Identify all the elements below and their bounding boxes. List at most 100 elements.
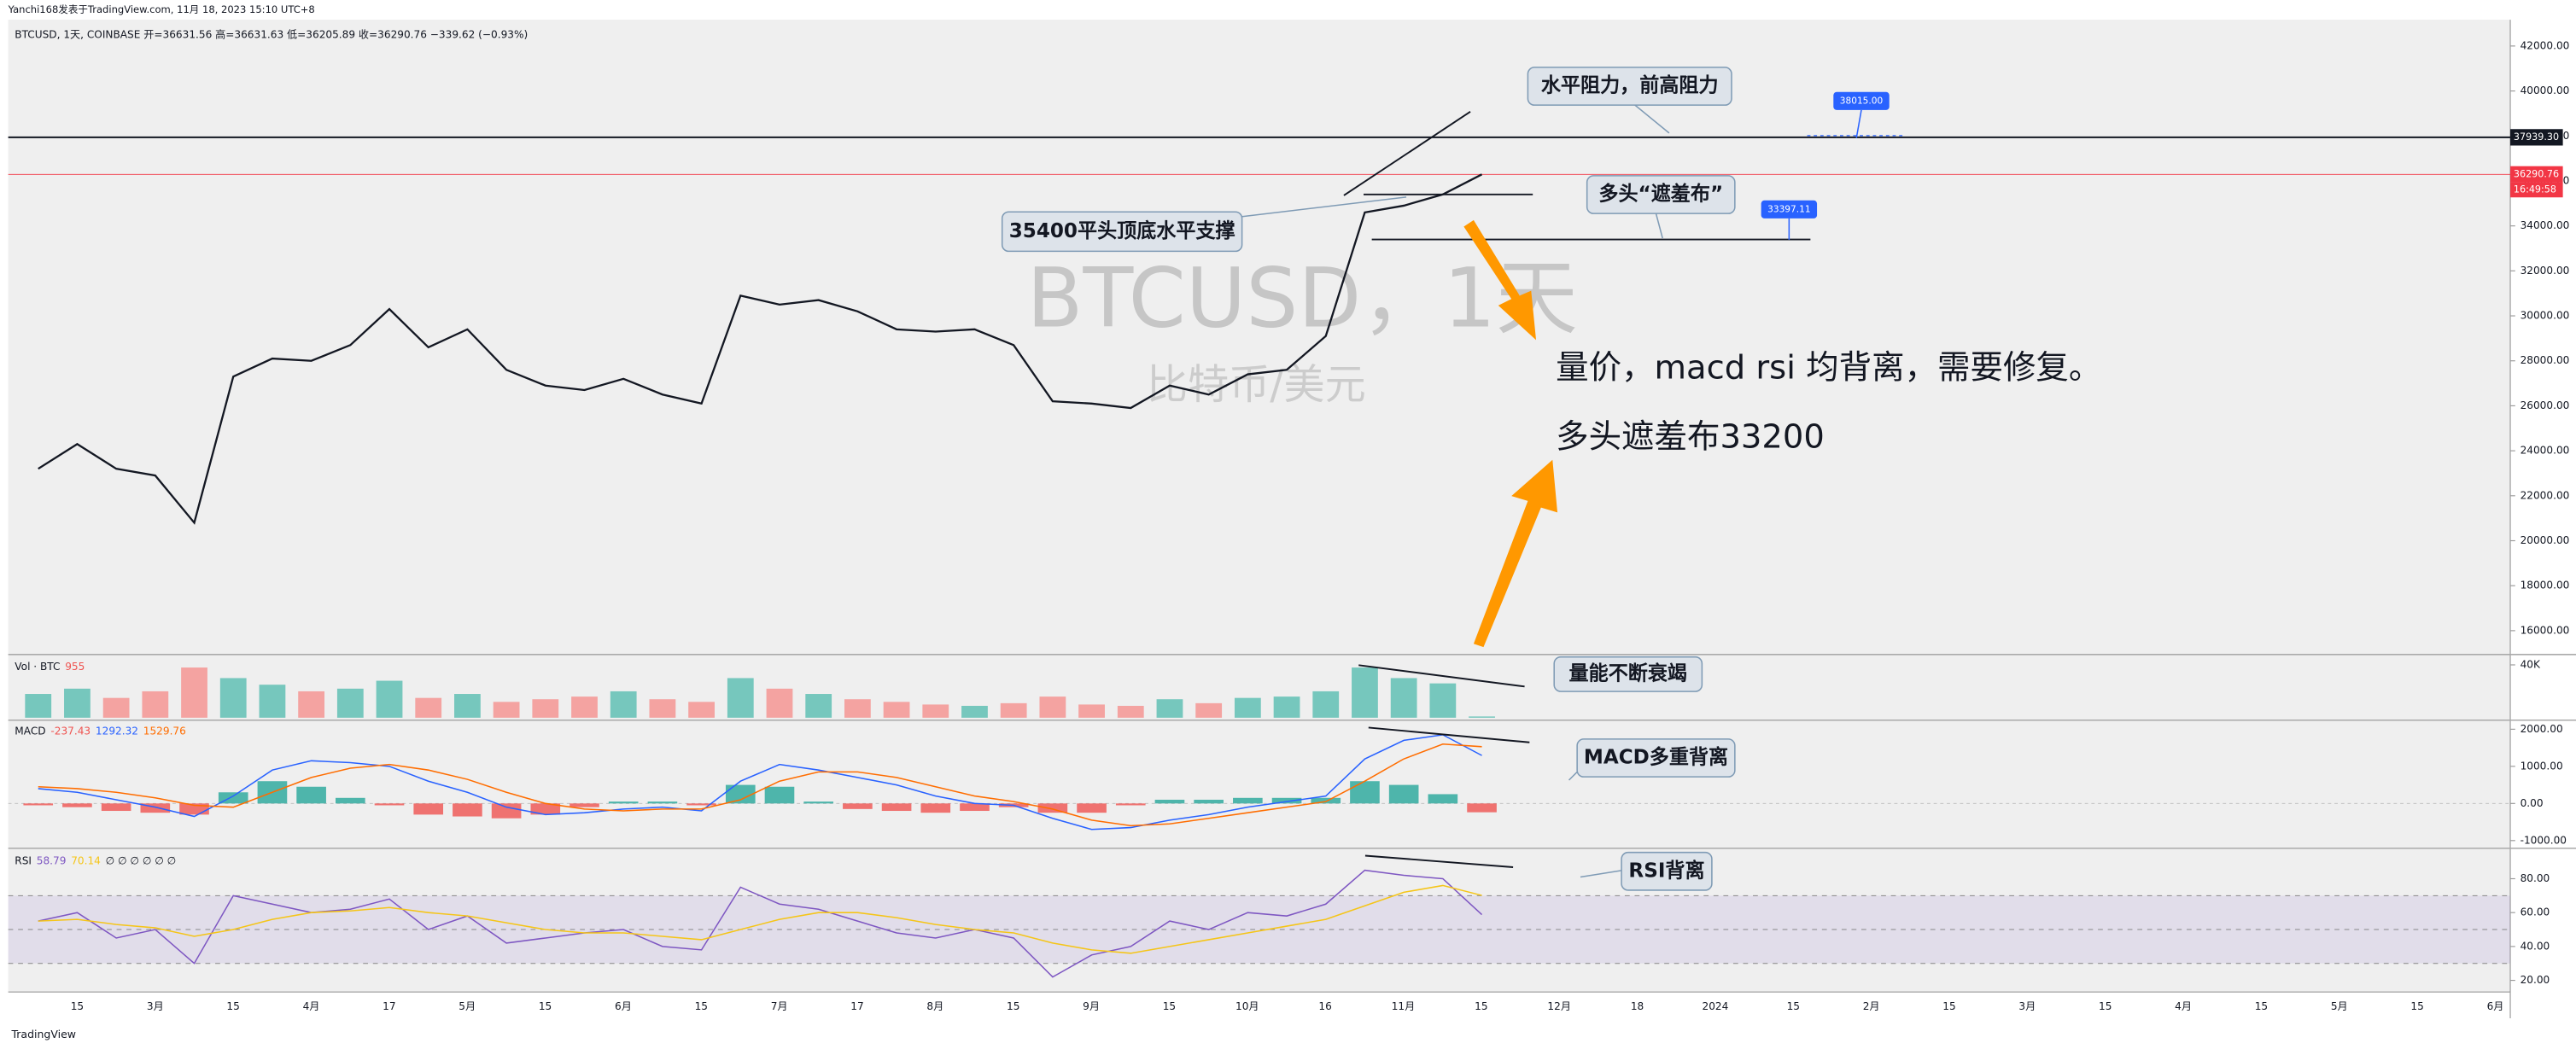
x-tick-label: 17 [383,1000,395,1012]
callout-pointer [1580,870,1622,878]
volume-bar [1390,678,1417,718]
legend-value: 70.14 [71,854,101,866]
histogram-bar [1194,799,1224,804]
x-tick-label: 9月 [1083,1000,1100,1012]
arrow [1463,219,1537,341]
volume-bar [259,685,286,718]
plot-area [8,20,2511,993]
legend-value: 1292.32 [96,725,138,737]
x-tick-label: 16 [1318,1000,1331,1012]
x-tick-label: 2024 [1703,1000,1729,1012]
pane-name: MACD [15,725,45,737]
y-tick-label: 42000.00 [2521,39,2570,51]
legend-extra: ∅ ∅ ∅ ∅ ∅ ∅ [106,854,177,866]
histogram-bar [1311,797,1341,804]
x-tick-label: 15 [2410,1000,2423,1012]
y-tick-label: 40K [2521,658,2541,670]
volume-bar [336,688,364,718]
macd-line [38,734,1482,830]
volume-bar [1352,667,1378,718]
price-badge-label: 36290.76 [2514,168,2559,179]
x-tick-label: 15 [1475,1000,1487,1012]
callout-box [1576,738,1736,778]
y-tick-label: 24000.00 [2521,445,2570,457]
watermark-symbol: BTCUSD，1天 [1027,250,1578,346]
x-tick-label: 4月 [303,1000,320,1012]
volume-bar [142,691,169,718]
histogram-bar [1350,781,1380,804]
y-tick-label: 30000.00 [2521,310,2570,322]
x-tick-label: 18 [1631,1000,1644,1012]
volume-bar [649,699,676,718]
x-tick-label: 15 [2255,1000,2268,1012]
histogram-bar [647,801,678,804]
x-tick-label: 15 [1942,1000,1955,1012]
histogram-bar [23,803,54,806]
volume-bar [376,680,403,718]
annotation: 35400平头顶底水平支撑 [1009,219,1235,242]
arrow [1473,459,1558,648]
rsi-line [38,869,1483,978]
callout-pointer [1633,102,1670,134]
price-badge [2510,166,2563,183]
histogram-bar [570,803,599,807]
x-tick-label: 15 [539,1000,552,1012]
y-tick-label: 28000.00 [2521,354,2570,366]
histogram-bar [453,803,482,817]
histogram-bar [296,786,326,804]
countdown-badge [2510,182,2563,198]
histogram-bar [686,803,716,806]
pane-name: Vol · BTC [15,661,60,673]
histogram-bar [1154,799,1185,804]
callout-box [1527,67,1732,106]
histogram-bar [881,803,912,812]
histogram-bar [725,784,756,804]
pane-legend: RSI 58.79 70.14 ∅ ∅ ∅ ∅ ∅ ∅ [15,854,176,866]
x-tick-label: 15 [1007,1000,1019,1012]
histogram-bar [1428,794,1458,804]
pane-legend: Vol · BTC 955 [15,661,85,673]
volume-bar [181,667,207,718]
histogram-bar [960,803,990,812]
volume-bar [1469,716,1495,718]
y-tick-label: 60.00 [2521,906,2550,918]
volume-bar [1078,704,1105,718]
x-tick-label: 15 [2099,1000,2112,1012]
x-tick-label: 6月 [615,1000,632,1012]
pane-legend: MACD -237.43 1292.32 1529.76 [15,725,186,737]
symbol: BTCUSD, 1天, COINBASE [15,28,140,40]
volume-bar [493,702,520,718]
trend-line [1343,111,1471,196]
y-tick-label: 20000.00 [2521,534,2570,546]
countdown: 16:49:58 [2514,184,2556,195]
volume-bar [1156,699,1183,718]
histogram-bar [803,801,834,804]
volume-bar [1039,696,1066,718]
annotation: RSI背离 [1628,859,1704,882]
callout-box [1001,211,1243,253]
volume-bar [883,702,910,718]
y-tick-label: 80.00 [2521,872,2550,884]
annotation: 量能不断衰竭 [1569,661,1687,685]
ma-line [38,884,1482,954]
ohlc: 开=36631.56 高=36631.63 低=36205.89 收=36290… [143,27,528,40]
y-tick-label: 40.00 [2521,940,2550,952]
y-tick-label: 2000.00 [2521,723,2563,735]
x-tick-label: 15 [1163,1000,1176,1012]
watermark-name: 比特币/美元 [1147,361,1366,409]
pane-name: RSI [15,854,32,866]
symbol-legend: BTCUSD, 1天, COINBASE 开=36631.56 高=36631.… [15,27,528,40]
y-tick-label: 16000.00 [2521,624,2570,636]
callout-box [1586,175,1736,214]
histogram-bar [608,801,639,804]
volume-bar [766,688,793,718]
volume-bar [1429,683,1457,718]
level-label: 38015.00 [1840,96,1884,106]
x-tick-label: 5月 [459,1000,476,1012]
annotation: 量价，macd rsi 均背离，需要修复。 [1556,348,2101,387]
histogram-bar [1467,803,1497,813]
level-badge [1833,91,1890,110]
histogram-bar [920,803,951,813]
volume-bar [571,696,598,718]
marks: 15 3月 15 4月 17 5月 15 6月 15 7月 17 8月 15 9月 15 10月 16 11月 15… [8,39,2570,1012]
